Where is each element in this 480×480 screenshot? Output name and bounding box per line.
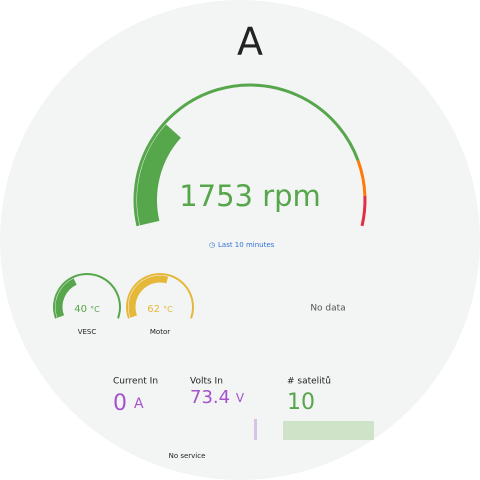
stat-label: Volts In [190, 377, 223, 387]
title: A [237, 20, 263, 64]
gauge-unit: rpm [262, 179, 321, 213]
sparkline [254, 419, 257, 440]
stat-label: # satelitů [287, 376, 331, 387]
footer-text: No service [169, 452, 206, 460]
clock-icon: ◷ [209, 241, 216, 249]
stat-number: 73.4 [190, 387, 230, 408]
temp-number: 40 [74, 304, 87, 315]
temp-unit: °C [90, 305, 100, 314]
stat-unit: A [134, 396, 144, 412]
gauges [53, 83, 367, 319]
gauge-arc [128, 275, 169, 318]
stat-label: Current In [113, 377, 158, 387]
stat-value: 10 [287, 390, 315, 415]
gauge-arc [126, 273, 194, 319]
stat-value: 73.4 V [190, 387, 245, 408]
temp-unit: °C [163, 305, 173, 314]
gauge-arc [360, 195, 367, 227]
gauge-arc [356, 160, 367, 197]
gauge-arc [137, 124, 182, 226]
sparkline [283, 421, 374, 440]
gauge-arc [133, 83, 360, 227]
time-range: Last 10 minutes [218, 241, 275, 249]
gauge-number: 1753 [179, 179, 253, 213]
no-data: No data [310, 304, 345, 314]
stat-number: 0 [113, 391, 127, 416]
gauge-arc [55, 278, 77, 318]
gauge-arc [53, 273, 121, 319]
temp-number: 62 [147, 304, 160, 315]
stat-unit: V [236, 391, 245, 405]
motor-label: Motor [150, 328, 170, 336]
motor-temp: 62 °C [147, 304, 173, 315]
vesc-temp: 40 °C [74, 304, 100, 315]
stat-value: 0 A [113, 391, 144, 416]
gauge-value: 1753 rpm [179, 179, 321, 213]
vesc-label: VESC [78, 328, 97, 336]
